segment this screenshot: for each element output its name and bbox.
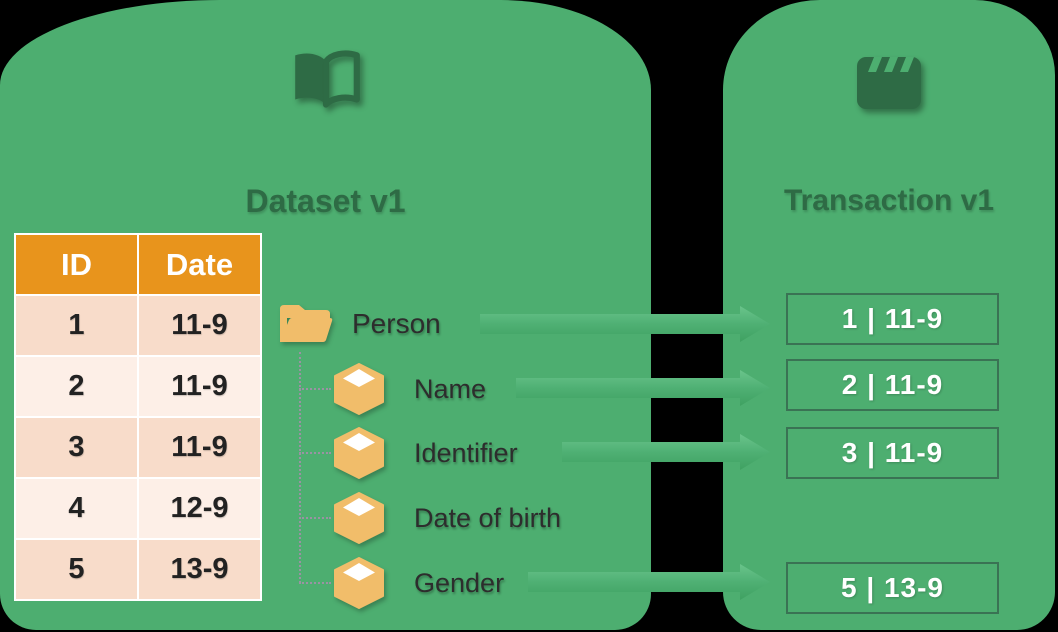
table-header-id: ID: [16, 235, 137, 294]
table-cell: 4: [16, 479, 137, 538]
transaction-panel: Transaction v1 1 | 11-9 2 | 11-9 3 | 11-…: [723, 0, 1055, 630]
tree-connector-stub: [299, 582, 331, 584]
tree-item-identifier: Identifier: [414, 438, 518, 468]
table-cell: 11-9: [139, 357, 260, 416]
tree-connector-stub: [299, 388, 331, 390]
record-box: 3 | 11-9: [786, 427, 999, 479]
tree-item-name: Name: [414, 374, 487, 404]
transaction-title: Transaction v1: [783, 184, 995, 217]
tree-connector-stub: [299, 517, 331, 519]
cube-icon: [334, 427, 384, 479]
dataset-table: ID Date 1 11-9 2 11-9 3 11-9 4 12-9 5 13…: [14, 233, 262, 601]
dataset-panel: Dataset v1 ID Date 1 11-9 2 11-9 3 11-9 …: [0, 0, 651, 630]
tree-item-date-of-birth: Date of birth: [414, 503, 562, 533]
table-cell: 11-9: [139, 418, 260, 477]
table-cell: 2: [16, 357, 137, 416]
record-box: 5 | 13-9: [786, 562, 999, 614]
tree-connector-line: [299, 352, 301, 583]
table-cell: 11-9: [139, 296, 260, 355]
table-cell: 13-9: [139, 540, 260, 599]
table-cell: 3: [16, 418, 137, 477]
tree-root-person: Person: [352, 308, 441, 339]
dataset-title: Dataset v1: [245, 183, 406, 219]
tree-item-gender: Gender: [414, 568, 505, 598]
open-folder-icon: [280, 305, 333, 342]
table-cell: 5: [16, 540, 137, 599]
cube-icon: [334, 557, 384, 609]
tree-connector-stub: [299, 452, 331, 454]
clapperboard-icon: [857, 57, 921, 109]
table-cell: 12-9: [139, 479, 260, 538]
record-box: 2 | 11-9: [786, 359, 999, 411]
cube-icon: [334, 363, 384, 415]
table-header-date: Date: [139, 235, 260, 294]
record-box: 1 | 11-9: [786, 293, 999, 345]
table-cell: 1: [16, 296, 137, 355]
open-book-icon: [295, 50, 360, 108]
cube-icon: [334, 492, 384, 544]
